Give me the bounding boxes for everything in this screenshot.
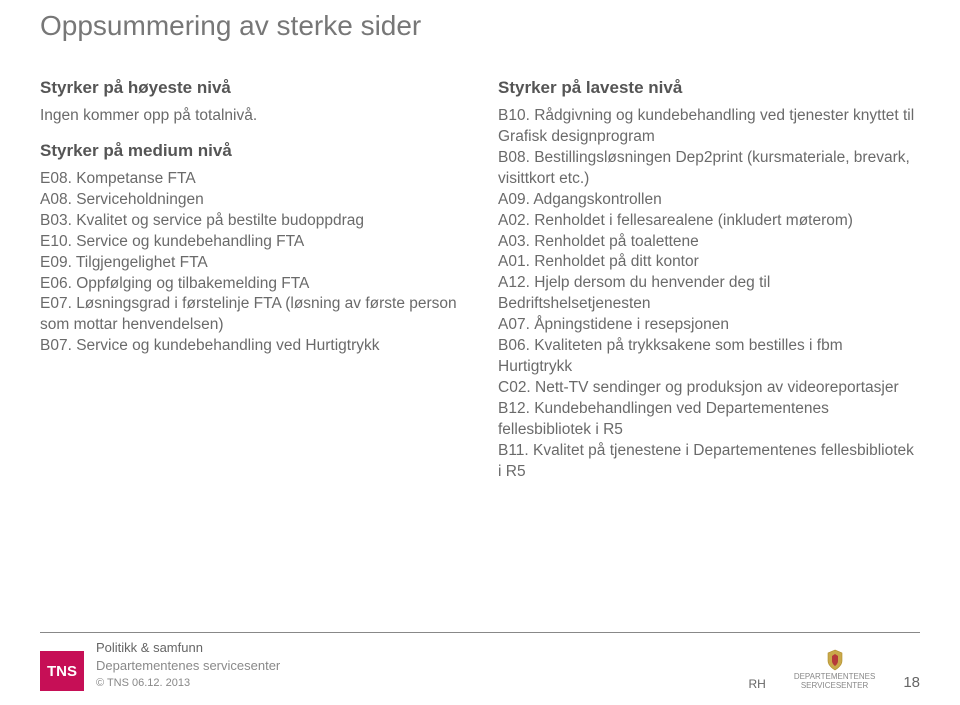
footer-text: Politikk & samfunn Departementenes servi…	[96, 639, 280, 691]
left-heading-1: Styrker på høyeste nivå	[40, 78, 462, 98]
list-item: B03. Kvalitet og service på bestilte bud…	[40, 211, 462, 232]
left-column: Styrker på høyeste nivå Ingen kommer opp…	[40, 78, 462, 483]
list-item: B07. Service og kundebehandling ved Hurt…	[40, 336, 462, 357]
left-heading-1-sub: Ingen kommer opp på totalnivå.	[40, 106, 462, 127]
list-item: A03. Renholdet på toalettene	[498, 232, 920, 253]
footer-line2: Departementenes servicesenter	[96, 657, 280, 675]
list-item: B06. Kvaliteten på trykksakene som besti…	[498, 336, 920, 378]
footer-right: RH DEPARTEMENTENES SERVICESENTER 18	[748, 649, 920, 691]
right-column: Styrker på laveste nivå B10. Rådgivning …	[498, 78, 920, 483]
coa-line2: SERVICESENTER	[801, 682, 868, 691]
list-item: A12. Hjelp dersom du henvender deg til B…	[498, 273, 920, 315]
list-item: E08. Kompetanse FTA	[40, 169, 462, 190]
tns-logo: TNS	[40, 651, 84, 691]
list-item: B10. Rådgivning og kundebehandling ved t…	[498, 106, 920, 148]
list-item: A02. Renholdet i fellesarealene (inklude…	[498, 211, 920, 232]
footer-copyright: © TNS 06.12. 2013	[96, 676, 280, 691]
footer-rh: RH	[748, 677, 765, 691]
list-item: A08. Serviceholdningen	[40, 190, 462, 211]
crest-icon	[825, 649, 845, 671]
list-item: E06. Oppfølging og tilbakemelding FTA	[40, 274, 462, 295]
footer: TNS Politikk & samfunn Departementenes s…	[40, 632, 920, 691]
list-item: A01. Renholdet på ditt kontor	[498, 252, 920, 273]
content-columns: Styrker på høyeste nivå Ingen kommer opp…	[40, 78, 920, 483]
coat-of-arms: DEPARTEMENTENES SERVICESENTER	[794, 649, 876, 691]
page-title: Oppsummering av sterke sider	[40, 10, 920, 42]
page-number: 18	[903, 674, 920, 691]
list-item: B08. Bestillingsløsningen Dep2print (kur…	[498, 148, 920, 190]
list-item: C02. Nett-TV sendinger og produksjon av …	[498, 378, 920, 399]
list-item: E09. Tilgjengelighet FTA	[40, 253, 462, 274]
list-item: B12. Kundebehandlingen ved Departementen…	[498, 399, 920, 441]
list-item: A09. Adgangskontrollen	[498, 190, 920, 211]
right-heading-1: Styrker på laveste nivå	[498, 78, 920, 98]
list-item: A07. Åpningstidene i resepsjonen	[498, 315, 920, 336]
list-item: B11. Kvalitet på tjenestene i Departemen…	[498, 441, 920, 483]
left-heading-2: Styrker på medium nivå	[40, 141, 462, 161]
list-item: E10. Service og kundebehandling FTA	[40, 232, 462, 253]
footer-line1: Politikk & samfunn	[96, 639, 280, 657]
list-item: E07. Løsningsgrad i førstelinje FTA (løs…	[40, 294, 462, 336]
